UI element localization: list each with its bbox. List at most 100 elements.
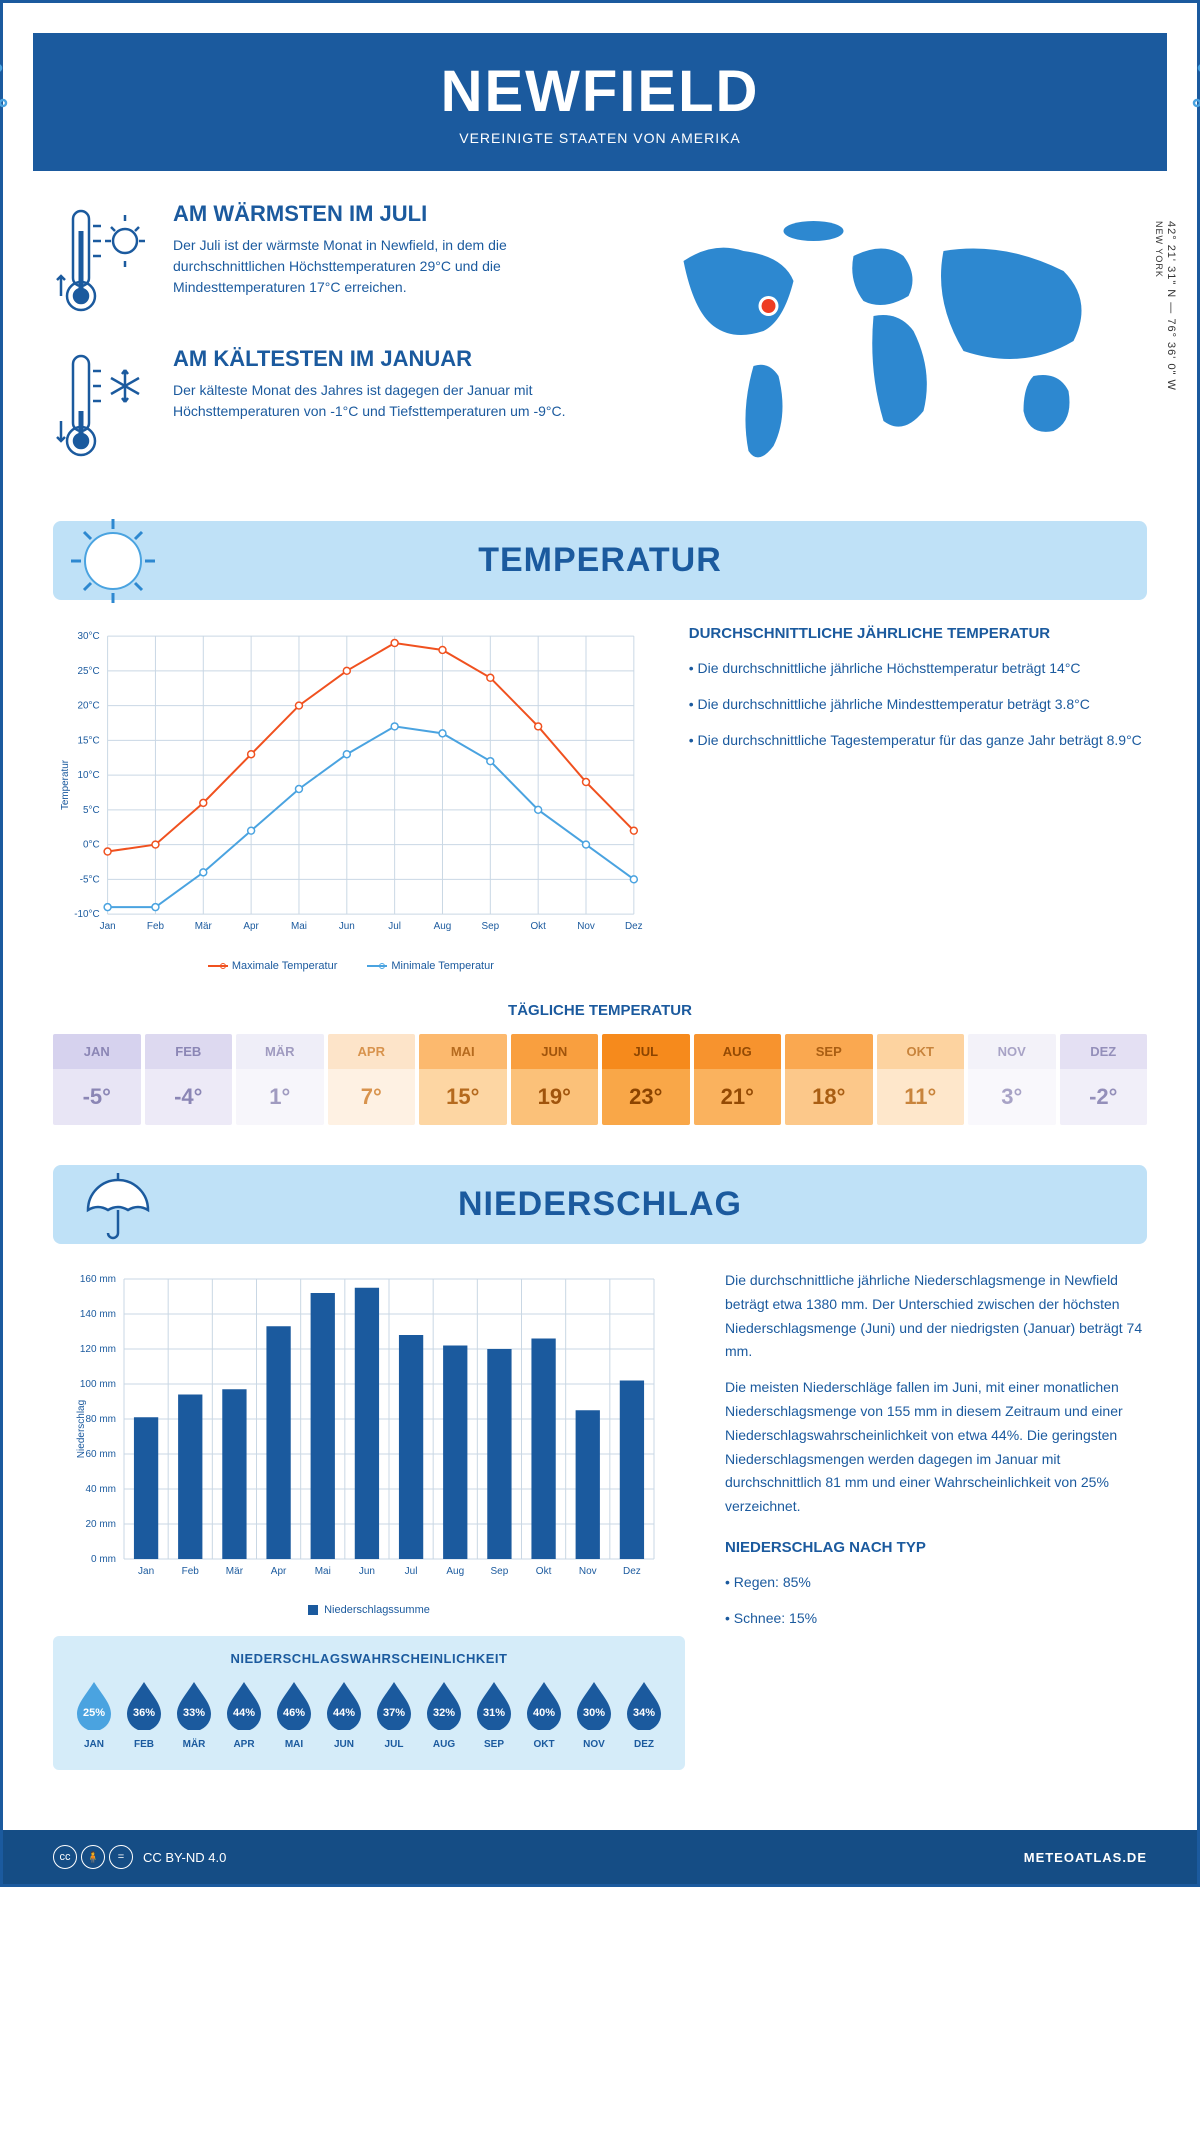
- svg-text:30%: 30%: [583, 1707, 605, 1719]
- svg-text:Okt: Okt: [530, 921, 546, 932]
- wind-icon: [0, 53, 23, 133]
- svg-text:100 mm: 100 mm: [80, 1379, 116, 1390]
- svg-text:30°C: 30°C: [78, 631, 100, 642]
- thermometer-hot-icon: [53, 201, 153, 321]
- precip-drop: 33% MÄR: [173, 1678, 215, 1750]
- precip-drop: 37% JUL: [373, 1678, 415, 1750]
- svg-text:Aug: Aug: [434, 921, 452, 932]
- license-text: CC BY-ND 4.0: [143, 1850, 226, 1865]
- temp-bullet: • Die durchschnittliche Tagestemperatur …: [689, 729, 1147, 753]
- precip-type: • Schnee: 15%: [725, 1607, 1147, 1631]
- svg-text:36%: 36%: [133, 1707, 155, 1719]
- precipitation-bar-chart: 0 mm 20 mm 40 mm 60 mm 80 mm 100 mm 120 mm 140 …: [53, 1269, 685, 1589]
- svg-text:5°C: 5°C: [83, 805, 100, 816]
- svg-text:140 mm: 140 mm: [80, 1309, 116, 1320]
- svg-text:Mai: Mai: [315, 1566, 331, 1577]
- svg-text:Sep: Sep: [491, 1566, 509, 1577]
- svg-text:Jun: Jun: [339, 921, 355, 932]
- svg-text:0 mm: 0 mm: [91, 1554, 116, 1565]
- wind-icon: [1177, 53, 1200, 133]
- temp-bullet: • Die durchschnittliche jährliche Mindes…: [689, 693, 1147, 717]
- sun-icon: [63, 511, 163, 611]
- svg-text:44%: 44%: [333, 1707, 355, 1719]
- svg-text:25°C: 25°C: [78, 666, 100, 677]
- precip-prob-title: NIEDERSCHLAGSWAHRSCHEINLICHKEIT: [73, 1651, 665, 1666]
- svg-text:37%: 37%: [383, 1707, 405, 1719]
- svg-text:31%: 31%: [483, 1707, 505, 1719]
- temp-table-cell: NOV 3°: [968, 1034, 1056, 1125]
- svg-text:Nov: Nov: [577, 921, 595, 932]
- location-title: NEWFIELD: [53, 58, 1147, 125]
- precip-para: Die durchschnittliche jährliche Niedersc…: [725, 1269, 1147, 1364]
- svg-text:Feb: Feb: [182, 1566, 200, 1577]
- warmest-fact: AM WÄRMSTEN IM JULI Der Juli ist der wär…: [53, 201, 580, 321]
- coordinates: 42° 21' 31" N — 76° 36' 0" WNEW YORK: [1153, 221, 1177, 391]
- precip-drop: 44% APR: [223, 1678, 265, 1750]
- svg-text:33%: 33%: [183, 1707, 205, 1719]
- svg-text:Aug: Aug: [446, 1566, 464, 1577]
- warmest-title: AM WÄRMSTEN IM JULI: [173, 201, 580, 227]
- svg-text:Sep: Sep: [482, 921, 500, 932]
- thermometer-cold-icon: [53, 346, 153, 466]
- precip-drop: 32% AUG: [423, 1678, 465, 1750]
- precip-drop: 30% NOV: [573, 1678, 615, 1750]
- temp-table-cell: MAI 15°: [419, 1034, 507, 1125]
- svg-text:40 mm: 40 mm: [85, 1484, 116, 1495]
- precip-drop: 34% DEZ: [623, 1678, 665, 1750]
- precip-type: • Regen: 85%: [725, 1571, 1147, 1595]
- svg-text:Jun: Jun: [359, 1566, 375, 1577]
- precip-drop: 40% OKT: [523, 1678, 565, 1750]
- temp-table-cell: MÄR 1°: [236, 1034, 324, 1125]
- temp-table-cell: JUN 19°: [511, 1034, 599, 1125]
- precip-drop: 46% MAI: [273, 1678, 315, 1750]
- svg-text:Okt: Okt: [536, 1566, 552, 1577]
- svg-text:46%: 46%: [283, 1707, 305, 1719]
- precip-para: Die meisten Niederschläge fallen im Juni…: [725, 1376, 1147, 1519]
- svg-text:160 mm: 160 mm: [80, 1274, 116, 1285]
- svg-text:Dez: Dez: [625, 921, 643, 932]
- page-footer: cc🧍= CC BY-ND 4.0 METEOATLAS.DE: [3, 1830, 1197, 1884]
- svg-text:Jul: Jul: [388, 921, 401, 932]
- svg-text:Dez: Dez: [623, 1566, 641, 1577]
- svg-text:80 mm: 80 mm: [85, 1414, 116, 1425]
- svg-text:Nov: Nov: [579, 1566, 597, 1577]
- svg-text:Apr: Apr: [243, 921, 259, 932]
- coldest-fact: AM KÄLTESTEN IM JANUAR Der kälteste Mona…: [53, 346, 580, 466]
- temperature-title: TEMPERATUR: [73, 541, 1127, 580]
- site-name: METEOATLAS.DE: [1024, 1850, 1147, 1865]
- svg-text:20 mm: 20 mm: [85, 1519, 116, 1530]
- temp-table-cell: JAN -5°: [53, 1034, 141, 1125]
- location-subtitle: VEREINIGTE STAATEN VON AMERIKA: [53, 130, 1147, 146]
- precipitation-legend: Niederschlagssumme: [53, 1604, 685, 1616]
- svg-text:120 mm: 120 mm: [80, 1344, 116, 1355]
- svg-text:-10°C: -10°C: [74, 909, 99, 920]
- svg-text:Jan: Jan: [100, 921, 116, 932]
- svg-text:Niederschlag: Niederschlag: [76, 1400, 87, 1458]
- svg-text:0°C: 0°C: [83, 840, 100, 851]
- precip-drop: 31% SEP: [473, 1678, 515, 1750]
- temp-table-cell: APR 7°: [328, 1034, 416, 1125]
- page-header: NEWFIELD VEREINIGTE STAATEN VON AMERIKA: [33, 33, 1167, 171]
- precip-drop: 25% JAN: [73, 1678, 115, 1750]
- svg-text:60 mm: 60 mm: [85, 1449, 116, 1460]
- svg-text:Mär: Mär: [226, 1566, 244, 1577]
- temp-table-cell: AUG 21°: [694, 1034, 782, 1125]
- temp-bullet: • Die durchschnittliche jährliche Höchst…: [689, 657, 1147, 681]
- coldest-text: Der kälteste Monat des Jahres ist dagege…: [173, 380, 580, 422]
- precipitation-section-header: NIEDERSCHLAG: [53, 1165, 1147, 1244]
- svg-text:32%: 32%: [433, 1707, 455, 1719]
- world-map: 42° 21' 31" N — 76° 36' 0" WNEW YORK: [620, 201, 1147, 491]
- svg-text:Jan: Jan: [138, 1566, 154, 1577]
- precip-drop: 36% FEB: [123, 1678, 165, 1750]
- daily-temp-title: TÄGLICHE TEMPERATUR: [53, 1002, 1147, 1019]
- temperature-legend: Maximale Temperatur Minimale Temperatur: [53, 960, 649, 972]
- svg-text:15°C: 15°C: [78, 735, 100, 746]
- svg-text:20°C: 20°C: [78, 701, 100, 712]
- svg-text:Apr: Apr: [271, 1566, 287, 1577]
- svg-text:10°C: 10°C: [78, 770, 100, 781]
- temp-table-cell: SEP 18°: [785, 1034, 873, 1125]
- precipitation-title: NIEDERSCHLAG: [73, 1185, 1127, 1224]
- temp-table-cell: JUL 23°: [602, 1034, 690, 1125]
- svg-text:44%: 44%: [233, 1707, 255, 1719]
- temp-table-cell: FEB -4°: [145, 1034, 233, 1125]
